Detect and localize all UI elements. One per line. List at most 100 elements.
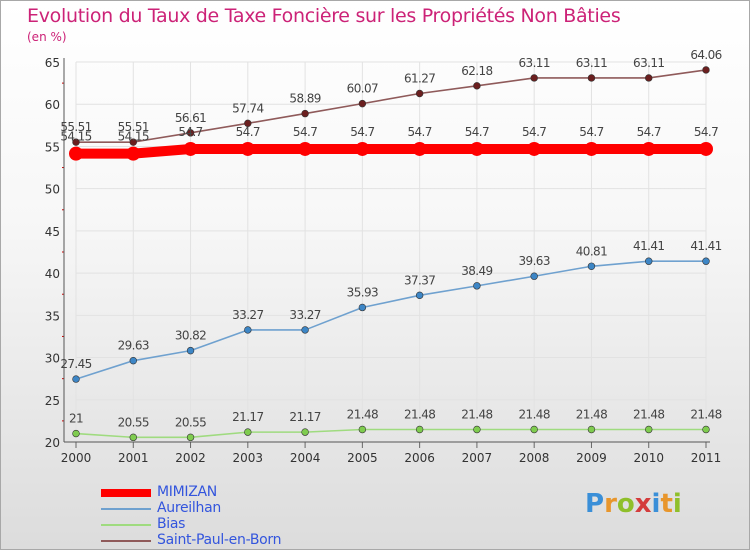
x-tick-label: 2007: [462, 451, 493, 465]
data-point: [358, 99, 367, 108]
y-tick-label: 55: [45, 140, 60, 154]
legend-swatch: [101, 524, 151, 526]
data-point: [587, 425, 596, 434]
x-tick-label: 2004: [290, 451, 321, 465]
data-label: 20.55: [118, 415, 149, 429]
legend-label: Saint-Paul-en-Born: [157, 532, 282, 548]
series-markers: [69, 66, 713, 442]
x-tick-label: 2008: [519, 451, 550, 465]
data-label: 33.27: [232, 308, 263, 322]
data-point: [183, 141, 198, 156]
data-label: 39.63: [519, 254, 550, 268]
legend-swatch: [101, 489, 151, 497]
y-tick-label: 20: [45, 436, 60, 450]
data-point: [129, 433, 137, 442]
data-label: 56.61: [175, 111, 206, 125]
y-tick-label: 45: [45, 225, 60, 239]
data-point: [72, 429, 80, 438]
grid: [75, 61, 707, 443]
data-label: 54.15: [60, 130, 91, 144]
data-point: [244, 428, 252, 436]
data-point: [72, 375, 80, 383]
legend-label: MIMIZAN: [157, 484, 217, 500]
unit-label: (en %): [27, 30, 67, 44]
data-point: [702, 425, 710, 434]
x-tick-label: 2006: [404, 451, 435, 465]
data-point: [415, 89, 424, 98]
data-label: 54.7: [178, 125, 202, 139]
data-label: 63.11: [633, 56, 664, 70]
data-label: 55.51: [118, 120, 149, 134]
data-point: [244, 119, 252, 128]
data-point: [530, 272, 538, 280]
data-point: [126, 146, 141, 161]
y-tick-label: 60: [45, 98, 60, 112]
y-tick-label: 30: [45, 352, 60, 366]
data-label: 21: [69, 412, 83, 426]
data-label: 54.7: [522, 125, 546, 139]
legend-label: Aureilhan: [157, 500, 221, 516]
data-point: [301, 326, 309, 334]
data-label: 57.74: [232, 101, 263, 115]
legend-label: Bias: [157, 516, 186, 532]
x-tick-label: 2011: [691, 451, 722, 465]
data-label: 33.27: [289, 308, 320, 322]
data-label: 35.93: [347, 285, 378, 299]
x-tick-label: 2000: [61, 451, 92, 465]
data-point: [355, 141, 370, 156]
logo-letter: t: [660, 489, 673, 519]
line-chart: 20 25 30 35 40 45 50 55 60 65 2000 2001 2002 2003 2004…: [45, 48, 723, 465]
data-label: 21.48: [404, 408, 435, 422]
data-label: 38.49: [461, 264, 492, 278]
data-label: 60.07: [347, 82, 378, 96]
data-label: 55.51: [60, 120, 91, 134]
data-label: 54.7: [350, 125, 374, 139]
data-label: 29.63: [118, 339, 149, 353]
data-label: 41.41: [690, 239, 721, 253]
data-point: [244, 326, 252, 334]
data-label: 54.7: [236, 125, 260, 139]
data-point: [587, 74, 596, 82]
data-point: [358, 303, 367, 312]
data-point: [358, 425, 367, 434]
data-point: [72, 138, 80, 146]
data-point: [473, 425, 481, 434]
logo-letter: o: [616, 489, 635, 519]
data-point: [645, 425, 653, 434]
data-point: [412, 141, 427, 156]
data-label: 21.48: [690, 408, 721, 422]
legend-swatch: [101, 508, 151, 510]
series-line: [75, 428, 707, 439]
chart-title: Evolution du Taux de Taxe Foncière sur l…: [27, 5, 621, 27]
x-tick-label: 2010: [633, 451, 664, 465]
legend-swatch: [101, 540, 151, 542]
series-line: [71, 143, 711, 159]
x-tick-label: 2001: [118, 451, 149, 465]
y-tick-label: 65: [45, 56, 60, 70]
data-label: 64.06: [690, 48, 721, 62]
data-point: [129, 356, 137, 365]
data-point: [186, 433, 195, 442]
y-tick-label: 50: [45, 183, 60, 197]
data-point: [186, 346, 195, 355]
logo-letter: i: [672, 489, 682, 519]
data-label: 21.48: [633, 408, 664, 422]
data-label: 63.11: [576, 56, 607, 70]
data-label: 58.89: [289, 92, 320, 106]
data-label: 61.27: [404, 71, 435, 85]
data-label: 40.81: [576, 244, 607, 258]
data-label: 20.55: [175, 415, 206, 429]
x-tick-label: 2009: [576, 451, 607, 465]
data-label: 21.48: [461, 408, 492, 422]
data-label: 54.7: [293, 125, 317, 139]
series-line: [75, 69, 707, 143]
data-label: 21.17: [232, 410, 263, 424]
series-lines: [71, 69, 711, 439]
series-line: [75, 260, 707, 380]
data-point: [298, 141, 313, 156]
axes: 20 25 30 35 40 45 50 55 60 65 2000 2001 2002 2003 2004…: [45, 56, 722, 465]
data-label: 41.41: [633, 239, 664, 253]
data-point: [699, 141, 713, 156]
data-point: [530, 74, 538, 82]
